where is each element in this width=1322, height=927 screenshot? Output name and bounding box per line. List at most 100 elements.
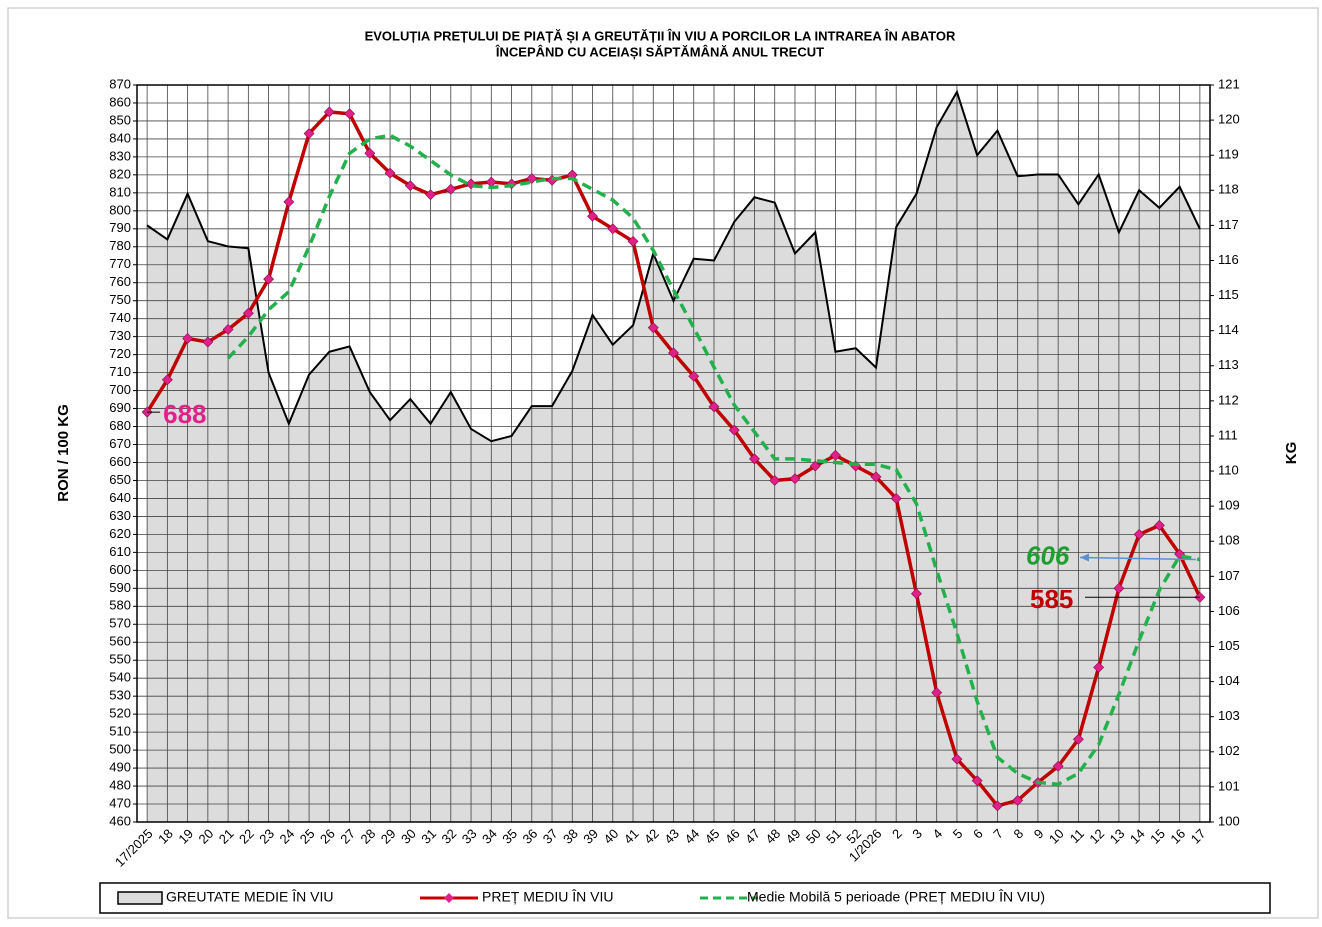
y-tick-label: 860 [109, 94, 131, 109]
point-marker [607, 223, 619, 235]
x-tick-label: 28 [358, 826, 379, 847]
y2-tick-label: 114 [1218, 322, 1239, 337]
point-marker [283, 196, 295, 208]
point-marker [991, 800, 1003, 812]
point-marker [749, 453, 760, 465]
annotation-arrow [1079, 556, 1196, 561]
point-marker [911, 588, 922, 600]
point-marker [1113, 582, 1125, 594]
y-tick-label: 870 [109, 76, 131, 91]
y-tick-label: 660 [109, 454, 131, 469]
y-tick-label: 500 [109, 742, 131, 757]
y-tick-label: 610 [109, 544, 131, 559]
point-marker [870, 471, 882, 483]
y-tick-label: 850 [109, 112, 131, 127]
y-tick-label: 680 [109, 418, 131, 433]
x-tick-label: 29 [378, 826, 399, 847]
point-marker [1052, 760, 1064, 772]
point-marker [890, 493, 902, 504]
x-tick-label: 31 [418, 826, 439, 847]
y-tick-label: 750 [109, 292, 131, 307]
x-tick-label: 19 [175, 826, 196, 847]
point-marker [1072, 733, 1084, 745]
x-tick-label: 51 [823, 826, 844, 847]
y2-tick-label: 112 [1218, 392, 1239, 407]
y-tick-label: 640 [109, 490, 131, 505]
y-tick-label: 730 [109, 328, 131, 343]
point-marker [1153, 519, 1165, 531]
point-marker [789, 473, 801, 485]
point-marker [404, 180, 416, 192]
x-tick-label: 33 [459, 826, 480, 847]
x-tick-label: 4 [930, 826, 946, 842]
point-marker [344, 108, 355, 120]
legend-label: Medie Mobilă 5 perioade (PREȚ MEDIU ÎN V… [747, 889, 1045, 905]
x-tick-label: 21 [216, 826, 237, 847]
y2-axis-label: KG [1283, 442, 1300, 465]
y2-tick-label: 118 [1218, 182, 1239, 197]
x-tick-label: 25 [297, 826, 318, 847]
point-marker [647, 322, 659, 334]
x-tick-label: 50 [803, 826, 824, 847]
y2-tick-label: 104 [1218, 673, 1240, 688]
y2-tick-label: 121 [1218, 76, 1240, 91]
x-tick-label: 6 [970, 826, 986, 842]
y2-tick-label: 117 [1218, 217, 1239, 232]
y-tick-label: 720 [109, 346, 131, 361]
y-tick-label: 600 [109, 562, 131, 577]
x-tick-label: 34 [479, 826, 500, 847]
y-tick-label: 770 [109, 256, 131, 271]
x-tick-label: 7 [990, 826, 1006, 842]
y2-tick-label: 103 [1218, 708, 1240, 723]
point-marker [182, 333, 194, 344]
y-tick-label: 710 [109, 364, 131, 379]
x-tick-label: 44 [681, 826, 702, 847]
y2-tick-label: 115 [1218, 287, 1239, 302]
x-tick-label: 23 [256, 826, 277, 847]
y-tick-label: 630 [109, 508, 131, 523]
point-marker [627, 235, 639, 247]
point-marker [202, 336, 214, 348]
y-tick-label: 510 [109, 724, 131, 739]
x-tick-label: 18 [155, 826, 176, 847]
x-tick-label: 35 [499, 826, 520, 847]
x-tick-label: 39 [580, 826, 601, 847]
y-tick-label: 800 [109, 202, 131, 217]
y-axis-label: RON / 100 KG [55, 404, 72, 502]
point-marker [951, 753, 963, 765]
y-tick-label: 560 [109, 634, 131, 649]
point-marker [708, 401, 720, 413]
x-tick-label: 2 [889, 826, 905, 842]
y-tick-label: 460 [109, 813, 131, 828]
y-tick-label: 700 [109, 382, 131, 397]
x-tick-label: 37 [540, 826, 561, 847]
y-tick-label: 690 [109, 400, 131, 415]
point-marker [1093, 661, 1105, 673]
point-marker [769, 475, 781, 486]
x-tick-label: 17/2025 [112, 826, 156, 870]
point-marker [830, 449, 841, 461]
y2-tick-label: 101 [1218, 778, 1240, 793]
plot-border [136, 84, 1211, 823]
legend-label: GREUTATE MEDIE ÎN VIU [166, 889, 334, 905]
y2-tick-label: 106 [1218, 603, 1240, 618]
legend-marker [444, 893, 454, 903]
x-tick-label: 46 [722, 826, 743, 847]
y-tick-label: 590 [109, 580, 131, 595]
y-tick-label: 760 [109, 274, 131, 289]
point-marker [688, 370, 700, 382]
y2-tick-label: 119 [1218, 147, 1239, 162]
y-tick-label: 740 [109, 310, 131, 325]
x-tick-label: 41 [621, 826, 642, 847]
point-marker [971, 775, 983, 787]
point-marker [242, 307, 254, 319]
x-tick-label: 38 [560, 826, 581, 847]
y-tick-label: 520 [109, 706, 131, 721]
x-tick-label: 16 [1167, 826, 1188, 847]
legend-box [99, 882, 1271, 914]
x-tick-label: 48 [762, 826, 783, 847]
x-tick-label: 32 [439, 826, 460, 847]
x-tick-label: 42 [641, 826, 662, 847]
y-tick-label: 540 [109, 670, 131, 685]
start-annotation: 688 [163, 399, 206, 429]
